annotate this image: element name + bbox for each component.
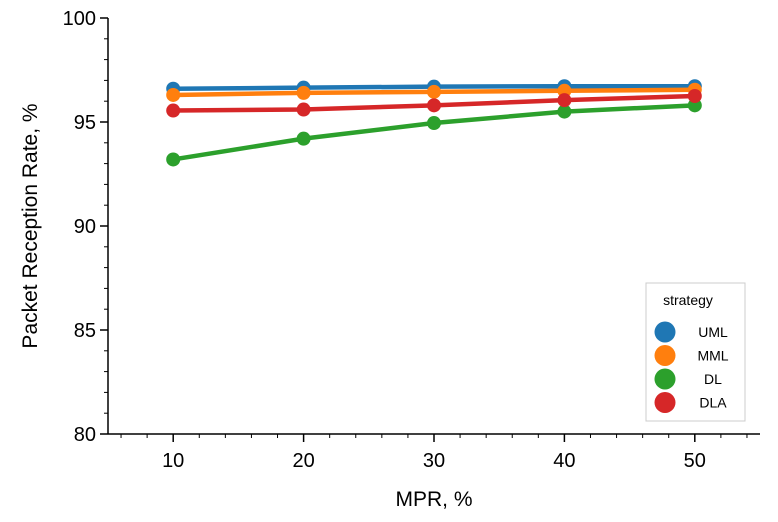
x-tick-label: 10 [162,450,184,472]
x-tick-label: 40 [553,450,575,472]
legend: strategy UML MML DL DLA [645,282,746,422]
series-line-dl [170,103,698,162]
x-tick-label: 20 [292,450,314,472]
legend-item-uml: UML [654,321,728,343]
legend-marker-mml [654,345,676,366]
legend-marker-uml [654,321,676,343]
legend-item-mml: MML [654,345,729,366]
data-point-mml [296,85,311,100]
data-point-dl [296,131,311,146]
legend-label-dl: DL [704,371,722,387]
legend-label-uml: UML [698,324,728,340]
y-tick-label: 95 [74,112,96,134]
data-point-dla [296,102,311,117]
series-layer [166,79,702,167]
x-tick-label: 50 [684,450,706,472]
x-axis-title: MPR, % [395,488,472,511]
legend-item-dl: DL [654,368,722,390]
legend-marker-dl [654,368,676,390]
axis-titles: MPR, % Packet Reception Rate, % [19,103,473,511]
legend-title: strategy [663,292,713,308]
y-axis-title: Packet Reception Rate, % [19,103,42,348]
y-tick-label: 90 [74,216,96,238]
data-point-mml [427,84,441,99]
data-point-dl [166,152,181,167]
y-tick-label: 100 [63,8,96,30]
axes: 80 85 90 95 100 10 20 30 40 50 [63,8,760,472]
legend-items: UML MML DL DLA [654,321,729,413]
legend-label-mml: MML [697,348,728,364]
data-point-dl [427,116,441,131]
legend-label-dla: DLA [699,395,727,411]
legend-marker-dla [654,392,676,413]
x-tick-label: 30 [423,450,445,472]
data-point-dla [427,98,441,113]
data-point-dla [166,103,181,118]
y-tick-label: 80 [74,424,96,446]
series-dla [166,89,702,118]
data-point-dla [687,89,702,103]
data-point-dl [557,104,572,119]
data-point-mml [166,87,181,102]
data-point-dla [557,93,572,108]
legend-item-dla: DLA [654,392,727,413]
y-tick-label: 85 [74,320,96,342]
